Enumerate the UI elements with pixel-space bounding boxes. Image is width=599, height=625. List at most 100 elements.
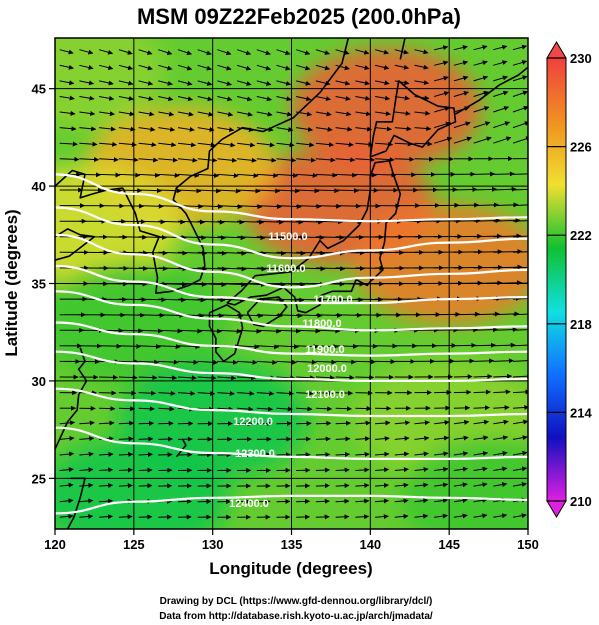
- wind-arrow-576: [59, 141, 78, 147]
- wind-arrow-254: [335, 359, 357, 365]
- contour-11800: [55, 264, 528, 305]
- wind-arrow-392: [217, 266, 247, 272]
- wind-arrow-589: [315, 142, 334, 148]
- wind-arrow-21: [473, 513, 488, 519]
- wind-arrow-582: [177, 142, 197, 148]
- wind-arrow-117: [473, 451, 488, 456]
- wind-arrow-120: [59, 435, 75, 441]
- wind-arrow-588: [296, 142, 315, 148]
- credit-line-2: Data from http://database.rish.kyoto-u.a…: [159, 611, 433, 622]
- wind-arrow-660: [296, 96, 312, 102]
- wind-arrow-463: [197, 219, 225, 225]
- wind-arrow-725: [158, 49, 173, 56]
- wind-arrow-295: [197, 328, 222, 334]
- wind-arrow-445: [315, 234, 345, 240]
- wind-arrow-735: [355, 49, 370, 55]
- wind-arrow-177: [237, 406, 254, 412]
- wind-arrow-99: [118, 451, 134, 457]
- wind-arrow-614: [335, 126, 353, 132]
- x-axis: 120 125 130 135 140 145 150: [44, 529, 539, 552]
- wind-arrow-412: [138, 250, 168, 256]
- wind-arrow-743: [512, 44, 527, 51]
- wind-arrow-741: [473, 44, 488, 51]
- wind-arrow-491: [276, 204, 302, 209]
- wind-arrow-633: [237, 111, 253, 117]
- wind-arrow-65: [394, 482, 409, 488]
- wind-arrow-690: [414, 80, 429, 86]
- wind-arrow-123: [118, 436, 134, 442]
- wind-arrow-118: [493, 450, 508, 456]
- wind-arrow-212: [453, 389, 472, 395]
- wind-arrow-694: [493, 75, 508, 82]
- wind-arrow-87: [355, 467, 370, 473]
- wind-arrow-630: [177, 111, 194, 117]
- coast-kyushu: [208, 304, 244, 363]
- wind-arrow-162: [414, 420, 430, 426]
- wind-arrow-722: [98, 49, 114, 55]
- wind-arrow-624: [59, 110, 76, 116]
- wind-arrow-75: [118, 467, 133, 473]
- wind-arrow-642: [414, 110, 431, 116]
- wind-arrow-176: [217, 406, 234, 412]
- wind-arrow-710: [335, 64, 350, 71]
- wind-arrow-3: [118, 514, 133, 520]
- wind-arrow-136: [375, 436, 390, 442]
- contour-label-8: 12300.0: [235, 448, 275, 460]
- wind-arrow-736: [374, 49, 389, 55]
- wind-arrow-96: [59, 451, 75, 457]
- wind-arrow-689: [394, 80, 410, 86]
- wind-arrow-91: [434, 466, 449, 472]
- wind-arrow-111: [355, 451, 370, 457]
- wind-arrow-114: [414, 451, 429, 457]
- wind-arrow-514: [256, 188, 281, 194]
- wind-arrow-595: [434, 136, 453, 144]
- wind-arrow-374: [335, 281, 365, 287]
- wind-arrow-48: [59, 482, 74, 488]
- wind-arrow-629: [158, 111, 175, 117]
- wind-arrow-673: [79, 80, 94, 86]
- wind-arrow-640: [375, 111, 391, 117]
- wind-arrow-113: [394, 451, 410, 457]
- wind-arrow-334: [493, 311, 520, 317]
- wind-arrow-213: [473, 389, 491, 395]
- wind-arrow-194: [99, 390, 117, 396]
- wind-arrow-666: [414, 95, 430, 101]
- wind-arrow-166: [493, 419, 509, 425]
- wind-arrow-563: [276, 157, 297, 163]
- wind-arrow-518: [335, 188, 359, 194]
- wind-arrow-507: [118, 187, 143, 193]
- wind-arrow-667: [434, 91, 450, 97]
- contour-11700: [55, 233, 528, 289]
- wind-arrow-420: [296, 250, 326, 256]
- wind-arrow-723: [118, 49, 133, 55]
- wind-arrow-398: [335, 265, 365, 271]
- wind-arrow-663: [355, 95, 371, 101]
- wind-arrow-657: [236, 96, 253, 102]
- wind-arrow-371: [276, 281, 306, 287]
- wind-arrow-72: [59, 467, 74, 473]
- wind-arrow-88: [375, 467, 390, 473]
- wind-arrow-89: [394, 467, 409, 473]
- wind-arrow-419: [276, 250, 306, 256]
- wind-arrow-70: [493, 482, 508, 488]
- wind-arrow-262: [493, 358, 514, 364]
- wind-arrow-178: [256, 406, 274, 412]
- wind-arrow-300: [296, 328, 321, 334]
- wind-arrow-554: [99, 157, 119, 163]
- wind-arrow-439: [197, 235, 226, 241]
- wind-arrow-541: [315, 172, 338, 178]
- wind-arrow-268: [138, 344, 161, 350]
- wind-arrow-292: [138, 328, 163, 334]
- wind-arrow-252: [296, 359, 317, 365]
- wind-arrow-713: [394, 64, 409, 70]
- wind-arrow-707: [276, 64, 291, 71]
- wind-arrow-64: [375, 482, 389, 488]
- wind-arrow-140: [453, 435, 469, 441]
- wind-arrow-623: [512, 121, 528, 129]
- wind-arrow-661: [315, 96, 331, 102]
- wind-arrow-655: [197, 96, 213, 102]
- wind-arrow-469: [315, 219, 343, 225]
- wind-arrow-654: [177, 96, 193, 102]
- wind-arrow-200: [217, 390, 235, 396]
- wind-arrow-719: [512, 60, 528, 66]
